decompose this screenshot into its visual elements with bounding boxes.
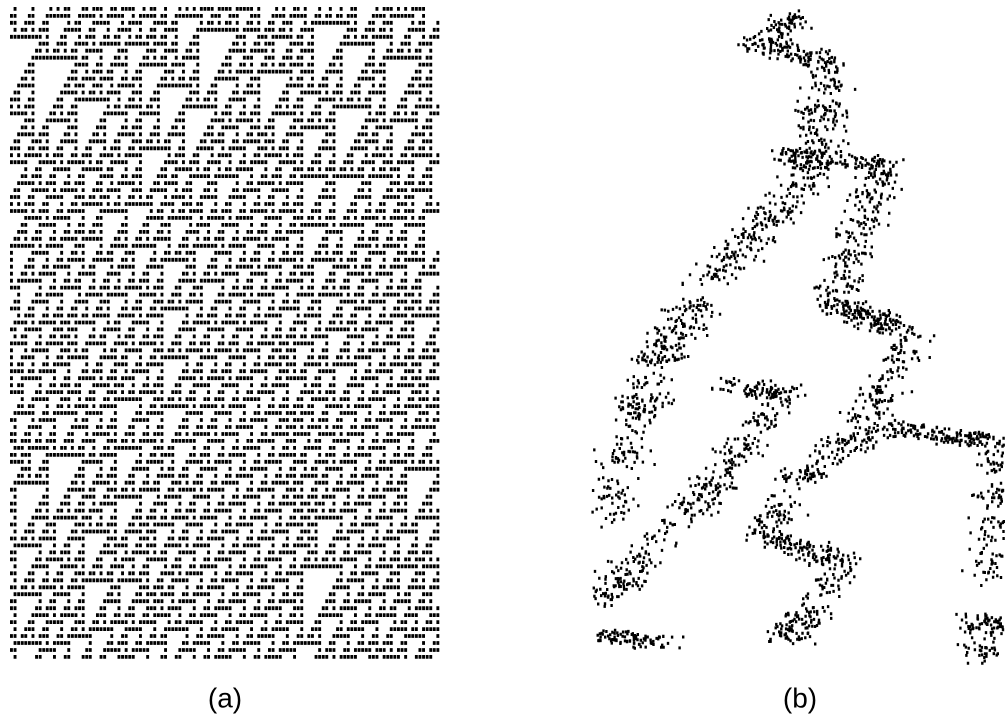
automaton-pattern-b <box>591 9 1005 664</box>
page: {"panels": [{"label": "(a)"}, {"label": … <box>0 0 1007 724</box>
figure: (a) (b) <box>0 0 1007 724</box>
panel-label: (a) <box>208 682 242 713</box>
automaton-pattern-a <box>10 7 439 659</box>
panel-label: (b) <box>783 682 817 713</box>
